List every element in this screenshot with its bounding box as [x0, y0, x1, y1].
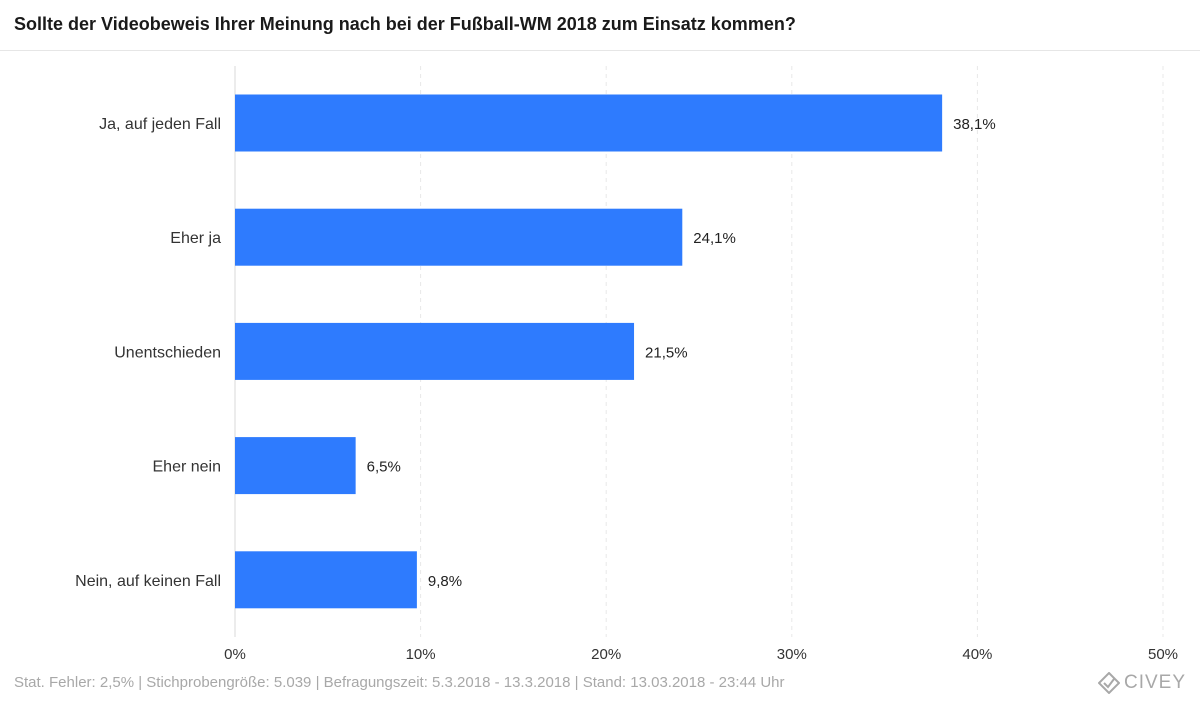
- chart-footer-note: Stat. Fehler: 2,5% | Stichprobengröße: 5…: [14, 674, 785, 691]
- chart-header: Sollte der Videobeweis Ihrer Meinung nac…: [0, 0, 1200, 51]
- x-tick-label: 0%: [224, 646, 246, 663]
- category-label: Eher nein: [153, 459, 222, 476]
- civey-logo-icon: [1097, 672, 1120, 694]
- data-label: 24,1%: [693, 230, 736, 247]
- bar: [235, 551, 417, 609]
- x-tick-label: 50%: [1148, 646, 1178, 663]
- x-tick-label: 20%: [591, 646, 621, 663]
- x-tick-label: 40%: [962, 646, 992, 663]
- brand-name: CIVEY: [1123, 672, 1186, 693]
- category-label: Eher ja: [170, 230, 221, 247]
- data-label: 21,5%: [645, 344, 688, 361]
- bar: [235, 94, 943, 152]
- bar-chart: Ja, auf jeden Fall 38,1% Eher ja 24,1% Unent…: [75, 66, 1178, 663]
- category-label: Nein, auf keinen Fall: [75, 573, 221, 590]
- bar: [235, 437, 356, 495]
- bar: [235, 322, 635, 380]
- category-label: Unentschieden: [114, 344, 221, 361]
- brand-logo: CIVEY: [1097, 672, 1186, 694]
- chart-title: Sollte der Videobeweis Ihrer Meinung nac…: [14, 14, 796, 34]
- data-label: 6,5%: [367, 459, 401, 476]
- category-label: Ja, auf jeden Fall: [99, 116, 221, 133]
- data-label: 38,1%: [953, 116, 996, 133]
- x-tick-label: 10%: [406, 646, 436, 663]
- bar: [235, 208, 683, 266]
- data-label: 9,8%: [428, 573, 462, 590]
- x-tick-label: 30%: [777, 646, 807, 663]
